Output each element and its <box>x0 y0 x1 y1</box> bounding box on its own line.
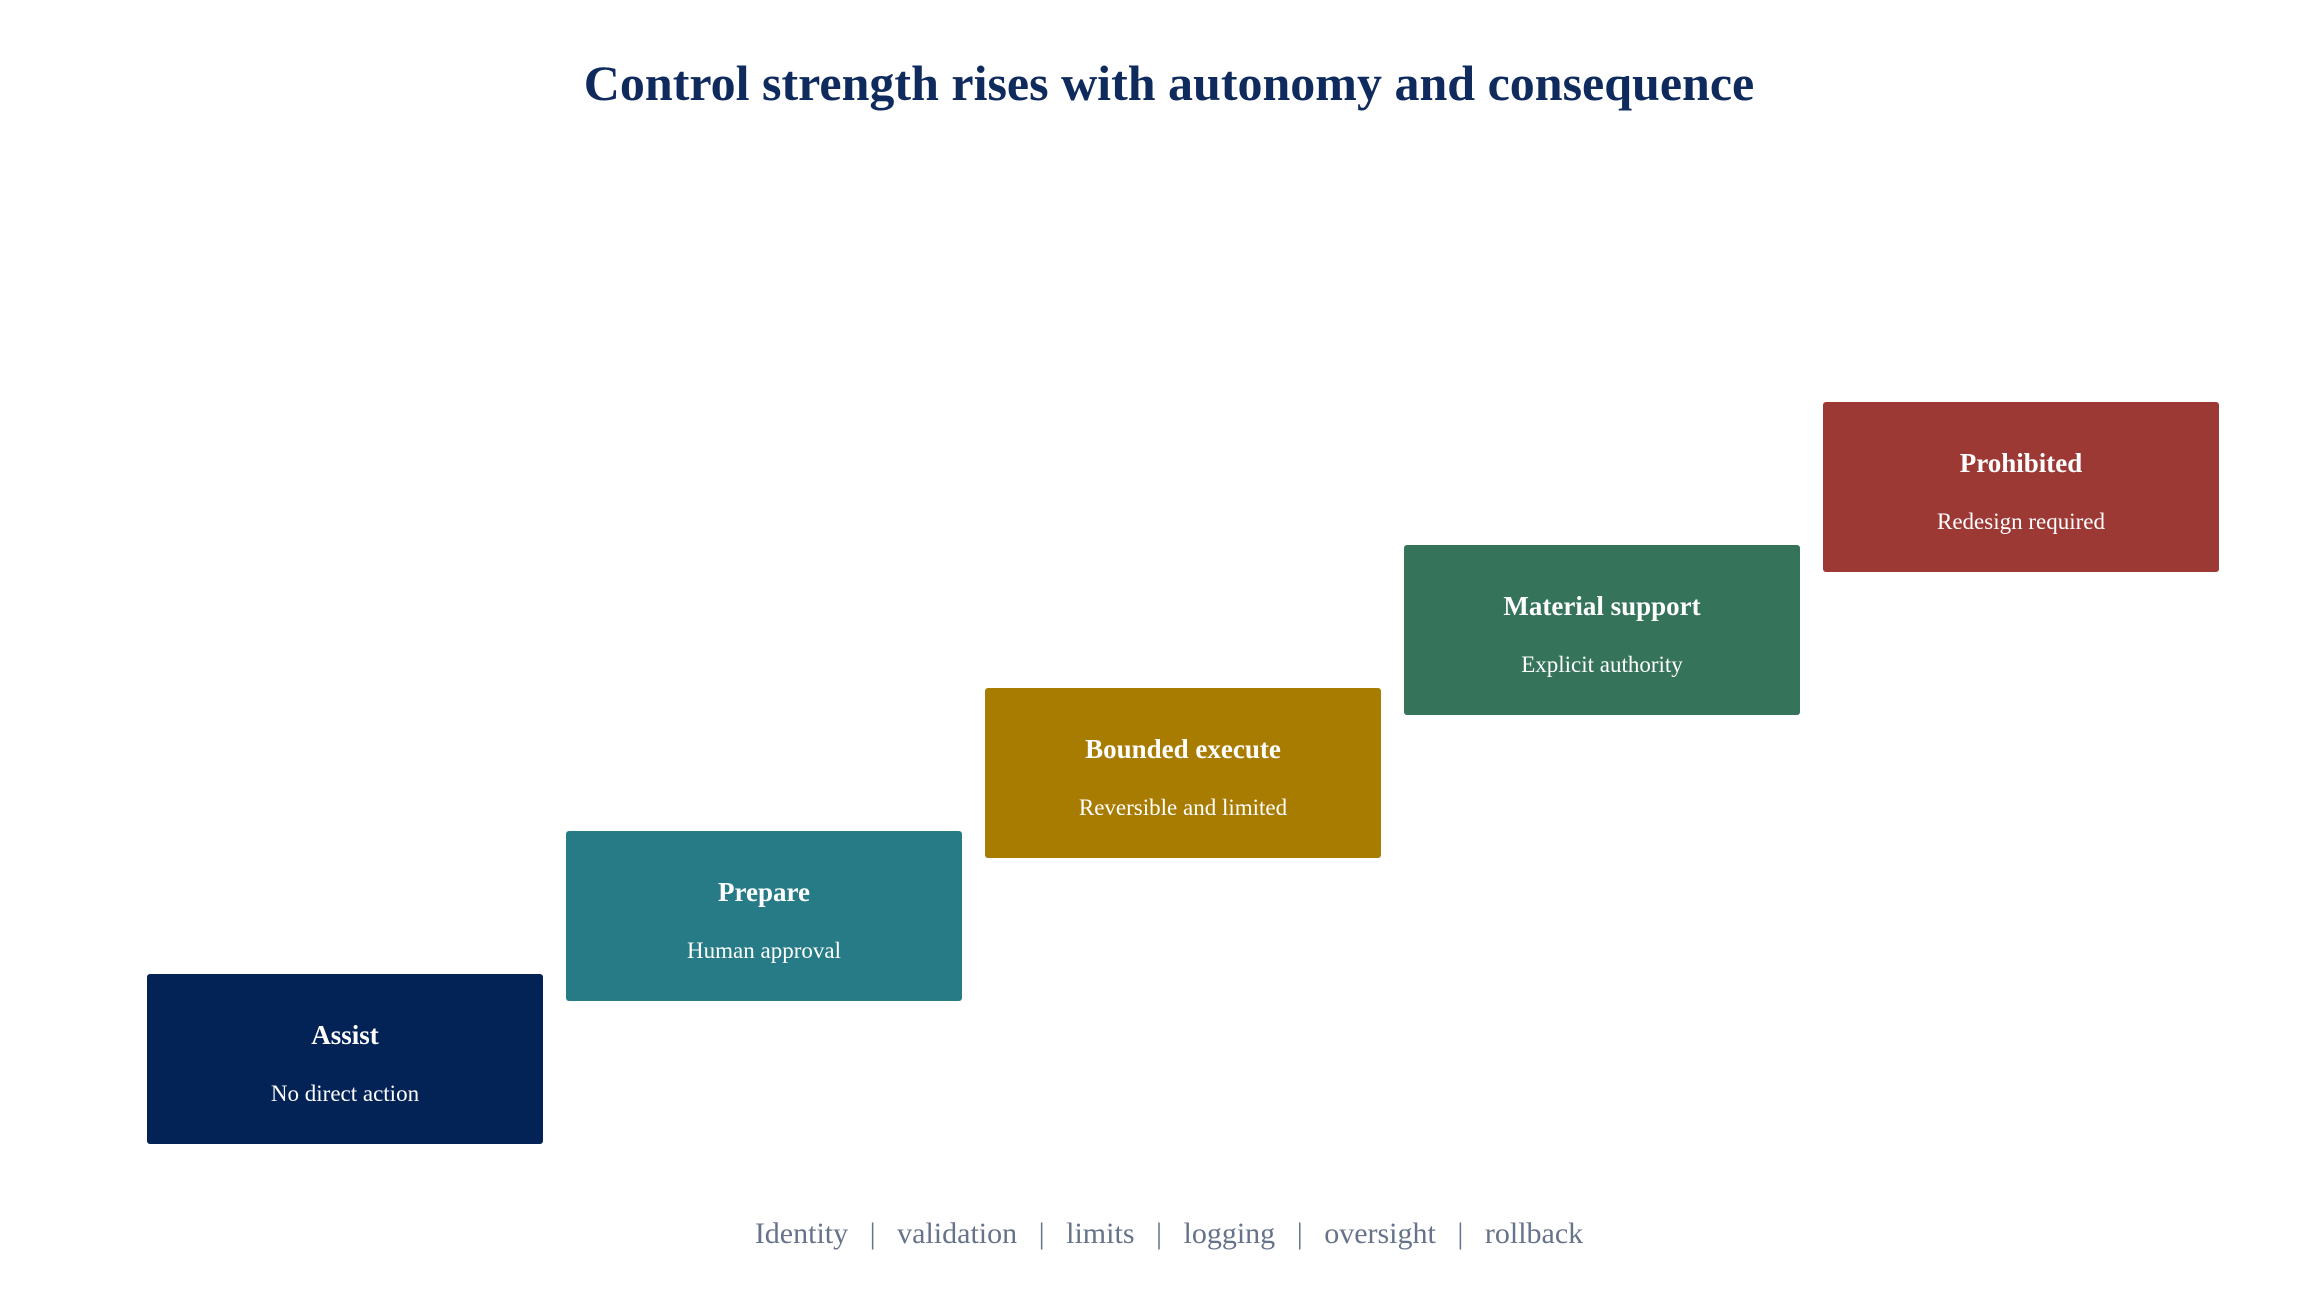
step-material-support: Material support Explicit authority <box>1404 545 1800 715</box>
step-bounded-execute: Bounded execute Reversible and limited <box>985 688 1381 858</box>
step-description: No direct action <box>270 1081 420 1106</box>
footer-separator: | <box>1457 1217 1464 1250</box>
footer-item-oversight: oversight <box>1324 1217 1436 1250</box>
step-label: Prohibited <box>1959 448 2083 478</box>
step-description: Explicit authority <box>1521 652 1683 677</box>
step-label: Prepare <box>718 877 810 907</box>
footer-item-limits: limits <box>1066 1217 1135 1250</box>
footer-item-rollback: rollback <box>1484 1217 1584 1250</box>
step-description: Human approval <box>687 938 841 963</box>
step-label: Material support <box>1503 591 1701 621</box>
step-prepare: Prepare Human approval <box>566 831 962 1001</box>
diagram-title: Control strength rises with autonomy and… <box>583 55 1755 111</box>
step-label: Bounded execute <box>1085 734 1281 764</box>
footer-separator: | <box>869 1217 876 1250</box>
step-assist: Assist No direct action <box>147 974 543 1144</box>
footer-item-identity: Identity <box>754 1217 849 1250</box>
controls-footer: Identity | validation | limits | logging… <box>0 1214 2323 1254</box>
footer-item-validation: validation <box>897 1217 1018 1250</box>
footer-separator: | <box>1296 1217 1303 1250</box>
footer-separator: | <box>1156 1217 1163 1250</box>
step-description: Redesign required <box>1937 509 2105 534</box>
footer-item-logging: logging <box>1183 1217 1276 1250</box>
step-label: Assist <box>311 1020 379 1050</box>
step-prohibited: Prohibited Redesign required <box>1823 402 2219 572</box>
step-description: Reversible and limited <box>1078 795 1288 820</box>
footer-separator: | <box>1038 1217 1045 1250</box>
